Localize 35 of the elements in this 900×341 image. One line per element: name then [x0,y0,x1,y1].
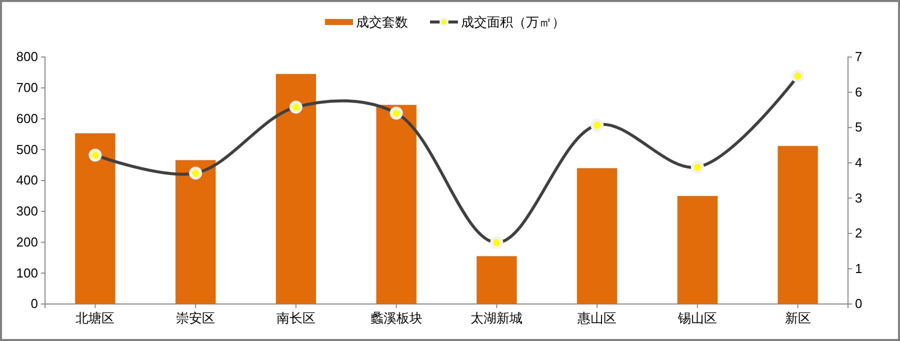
bar [476,256,517,304]
x-tick-label: 崇安区 [176,310,216,326]
y-tick-label: 400 [16,172,38,188]
y2-tick-label: 7 [855,49,862,64]
legend-label: 成交套数 [356,14,408,31]
y-tick-label: 500 [16,142,38,157]
y2-tick-label: 6 [855,84,862,100]
y-tick-label: 100 [16,265,38,280]
legend-label: 成交面积（万㎡） [461,14,565,31]
y-tick-label: 800 [16,49,38,64]
y-tick-label: 600 [16,110,38,126]
bar [576,168,618,304]
y2-tick-label: 2 [855,226,862,241]
bar [75,133,116,304]
y2-tick-label: 5 [855,120,862,135]
x-tick-label: 惠山区 [576,310,617,326]
x-tick-label: 锡山区 [676,310,717,326]
y-tick-label: 300 [16,204,38,219]
y2-tick-label: 1 [855,260,862,276]
y2-tick-label: 0 [855,296,862,312]
bar [376,104,416,304]
bar [175,160,216,304]
x-tick-label: 北塘区 [76,310,115,326]
y-tick-label: 200 [16,234,38,250]
x-tick-label: 蠡溪板块 [370,310,422,326]
y-tick-label: 700 [16,80,38,96]
bar [677,196,718,304]
y-tick-label: 0 [30,296,38,312]
y2-tick-label: 3 [855,190,862,206]
x-tick-label: 太湖新城 [470,310,523,326]
y2-tick-label: 4 [855,155,862,170]
x-tick-label: 南长区 [276,310,316,326]
bar [778,146,818,304]
x-tick-label: 新区 [784,310,811,326]
bar [276,74,316,304]
